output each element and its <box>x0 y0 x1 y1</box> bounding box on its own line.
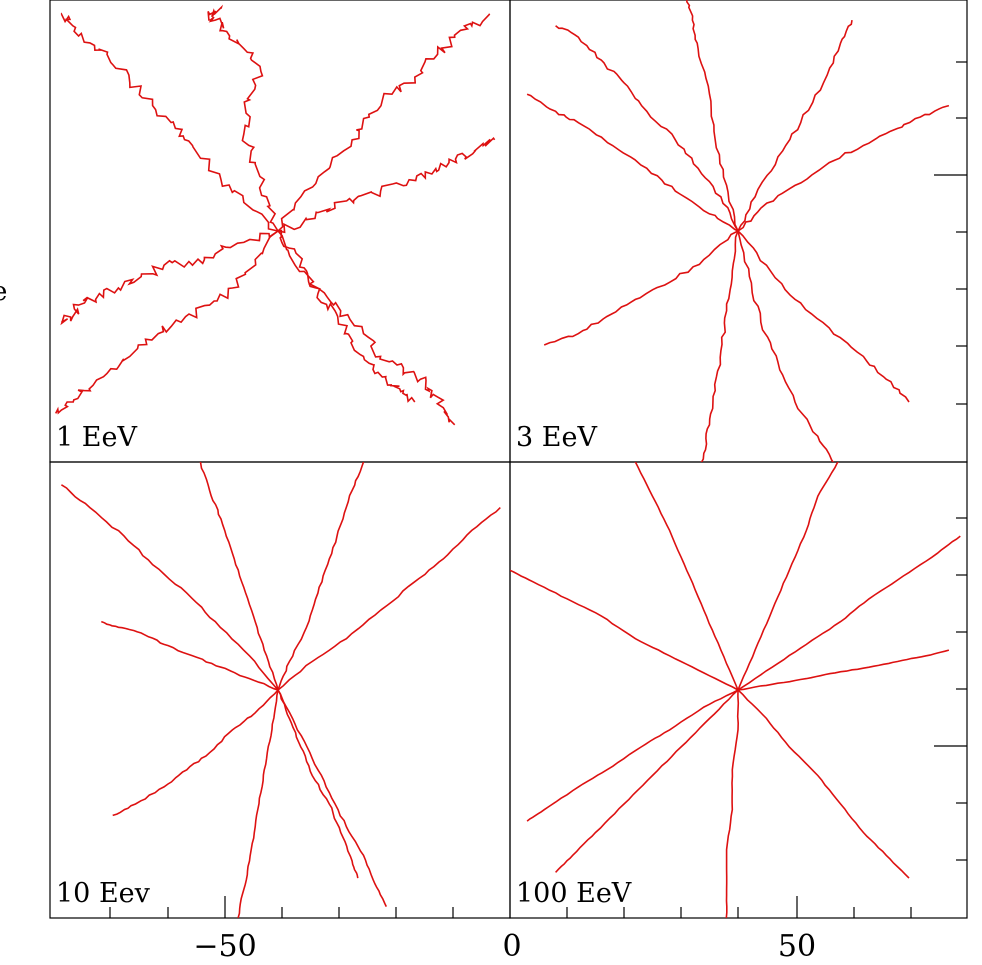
trajectory-line <box>510 569 739 691</box>
panel-label-10-eev: 10 Eev <box>56 878 151 909</box>
trajectory-line <box>737 19 853 232</box>
trajectory-line <box>207 4 279 232</box>
trajectory-line <box>54 230 279 415</box>
trajectory-line <box>737 104 950 232</box>
panel-3-tracks <box>510 462 961 918</box>
x-tick-label-neg50: −50 <box>193 929 256 964</box>
right-axis-ticks <box>934 61 967 861</box>
trajectory-line <box>277 230 456 426</box>
trajectory-line <box>112 689 279 817</box>
trajectory-line <box>634 462 739 691</box>
trajectory-line <box>737 462 839 691</box>
trajectory-line <box>277 13 491 232</box>
trajectory-line <box>60 484 279 691</box>
trajectory-layer <box>54 0 961 918</box>
trajectory-line <box>277 507 501 691</box>
trajectory-line <box>725 689 740 918</box>
x-tick-label-0: 0 <box>502 929 521 964</box>
panel-label-3-eev: 3 EeV <box>516 422 597 453</box>
left-edge-label: e <box>0 277 7 307</box>
trajectory-line <box>700 230 739 462</box>
trajectory-line <box>277 136 496 234</box>
trajectory-line <box>526 689 739 822</box>
trajectory-line <box>237 689 279 918</box>
trajectory-line <box>277 689 359 879</box>
panel-1-tracks <box>526 0 950 462</box>
trajectory-line <box>526 93 739 232</box>
trajectory-line <box>277 689 388 907</box>
trajectory-line <box>555 689 739 873</box>
panel-label-1-eev: 1 EeV <box>56 422 137 453</box>
panel-2-tracks <box>60 462 501 918</box>
trajectory-line <box>737 535 961 691</box>
panel-label-100-eev: 100 EeV <box>516 878 632 909</box>
x-tick-label-50: 50 <box>778 929 816 964</box>
trajectory-line <box>737 230 834 462</box>
trajectory-line <box>555 25 739 232</box>
trajectory-line <box>60 230 279 326</box>
trajectory-line <box>199 462 279 691</box>
trajectory-line <box>737 230 910 403</box>
trajectory-line <box>737 689 910 879</box>
trajectory-line <box>60 12 279 232</box>
bottom-axis-ticks <box>109 896 912 918</box>
panel-0-tracks <box>54 4 496 426</box>
trajectory-line <box>686 0 739 232</box>
trajectory-line <box>277 462 365 691</box>
trajectory-line <box>101 620 279 691</box>
trajectory-line <box>277 229 416 403</box>
trajectory-line <box>543 230 739 346</box>
trajectory-line <box>737 649 950 691</box>
